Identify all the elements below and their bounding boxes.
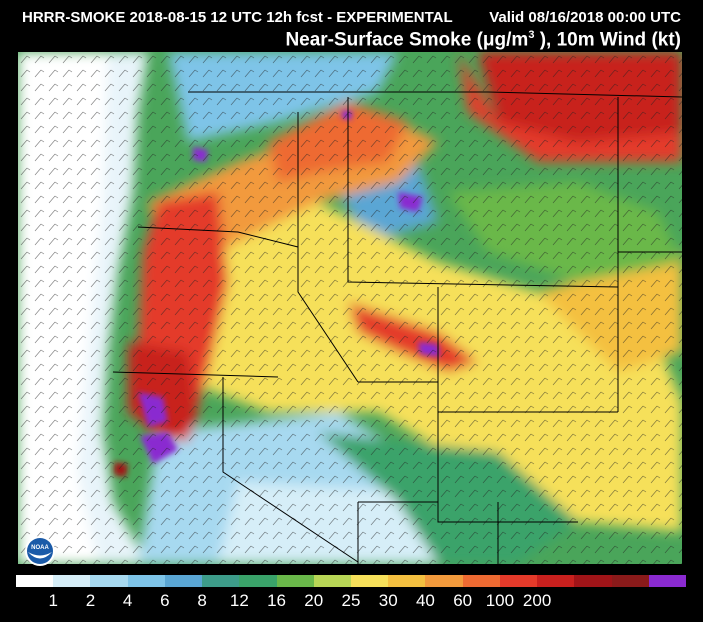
- legend-label: 100: [485, 591, 515, 610]
- legend-color-9: [350, 575, 389, 587]
- noaa-logo-icon: NOAA: [25, 536, 55, 566]
- legend-label: 40: [415, 591, 435, 610]
- legend-label: 30: [378, 591, 398, 610]
- smoke-map: [18, 52, 682, 564]
- subtitle: Near-Surface Smoke (μg/m3 ), 10m Wind (k…: [285, 29, 681, 51]
- legend-color-1: [53, 575, 91, 587]
- border-ca-nv: [222, 377, 359, 563]
- noaa-logo-text: NOAA: [31, 545, 49, 551]
- legend-color-15: [574, 575, 612, 587]
- legend-color-7: [276, 575, 314, 587]
- legend-label: 8: [197, 591, 207, 610]
- border-co: [437, 412, 578, 523]
- border-wa-or: [137, 226, 299, 248]
- legend-color-8: [313, 575, 351, 587]
- subtitle-unit: μg/m: [482, 29, 529, 51]
- legend-color-10: [388, 575, 426, 587]
- legend-label: 16: [267, 591, 287, 610]
- legend-color-12: [462, 575, 500, 587]
- legend-color-5: [202, 575, 240, 587]
- legend-label: 200: [522, 591, 552, 610]
- legend-color-17: [648, 575, 686, 587]
- legend-label: 60: [453, 591, 473, 610]
- smoke-map-svg: [18, 52, 682, 564]
- legend-label: 20: [304, 591, 324, 610]
- wind-barbs: [18, 52, 682, 564]
- border-id: [297, 112, 359, 383]
- legend-color-13: [499, 575, 538, 587]
- border-canada: [188, 91, 682, 98]
- legend-label: 4: [122, 591, 133, 610]
- noaa-logo: NOAA: [24, 535, 56, 567]
- border-mt: [347, 97, 619, 288]
- color-legend: [16, 575, 686, 587]
- border-dakotas: [617, 97, 682, 412]
- legend-label: 12: [229, 591, 249, 610]
- legend-label: 1: [48, 591, 58, 610]
- legend-label: 2: [85, 591, 96, 610]
- legend-color-0: [16, 575, 54, 587]
- legend-color-3: [127, 575, 165, 587]
- subtitle-rest: ), 10m Wind (kt): [534, 29, 681, 51]
- legend-color-6: [239, 575, 277, 587]
- color-legend-labels: 1 2 4 6 8 12 16 20 25 30 40 60 100 200: [16, 591, 686, 611]
- state-borders: [112, 91, 682, 564]
- legend-color-16: [611, 575, 649, 587]
- legend-color-4: [164, 575, 203, 587]
- border-or-ca: [112, 371, 279, 378]
- subtitle-exponent: 3: [528, 29, 535, 41]
- title-left: HRRR-SMOKE 2018-08-15 12 UTC 12h fcst - …: [22, 9, 453, 26]
- legend-color-11: [425, 575, 463, 587]
- subtitle-main: Near-Surface Smoke (: [285, 29, 483, 51]
- legend-label: 25: [341, 591, 361, 610]
- legend-color-14: [537, 575, 575, 587]
- title-valid-time: Valid 08/16/2018 00:00 UTC: [489, 9, 681, 26]
- legend-color-2: [90, 575, 128, 587]
- legend-label: 6: [160, 591, 170, 610]
